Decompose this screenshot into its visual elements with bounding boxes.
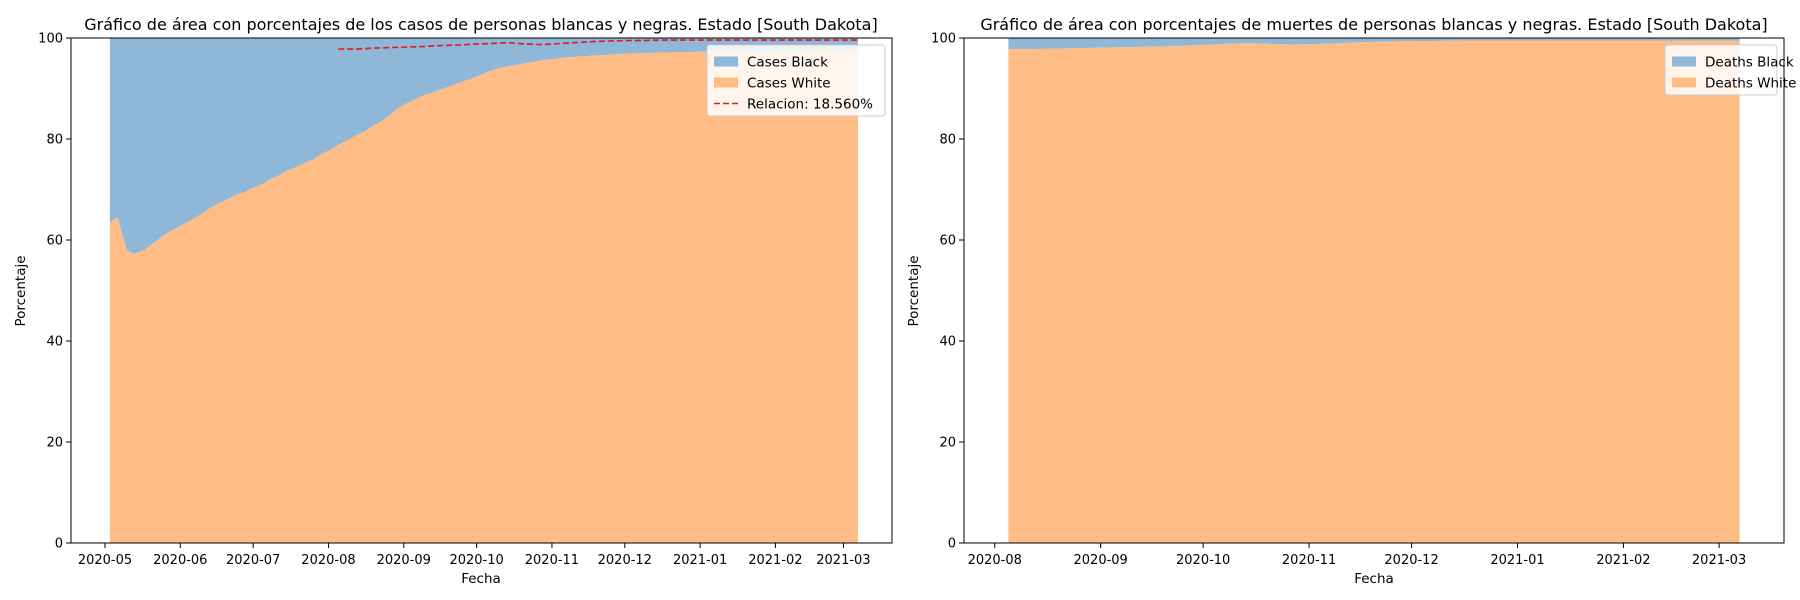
cases-x-tick-label: 2020-12 bbox=[598, 553, 652, 568]
cases-y-tick-label: 0 bbox=[55, 537, 63, 552]
cases-x-tick-label: 2021-03 bbox=[816, 553, 870, 568]
cases-x-tick-label: 2020-11 bbox=[525, 553, 579, 568]
cases-legend-box bbox=[706, 44, 886, 117]
deaths-area-deaths-white bbox=[1008, 40, 1740, 544]
cases-y-axis-label: Porcentaje bbox=[13, 255, 29, 326]
deaths-x-tick-label: 2021-01 bbox=[1490, 553, 1544, 568]
cases-legend-swatch bbox=[714, 77, 738, 88]
cases-x-tick-label: 2020-06 bbox=[153, 553, 207, 568]
deaths-chart: 0 20 40 60 80 100 2020-08 2020-09 2020-10 2020-11… bbox=[906, 15, 1796, 587]
cases-area-cases-white bbox=[109, 49, 858, 544]
deaths-x-tick-label: 2020-12 bbox=[1384, 553, 1438, 568]
cases-x-tick-label: 2021-02 bbox=[748, 553, 802, 568]
deaths-axes-frame bbox=[963, 37, 1785, 544]
deaths-y-tick-label: 80 bbox=[939, 133, 956, 148]
cases-chart-title: Gráfico de área con porcentajes de los c… bbox=[84, 15, 877, 34]
deaths-area-deaths-black bbox=[1008, 38, 1740, 50]
deaths-x-axis-label: Fecha bbox=[1354, 571, 1394, 587]
deaths-legend-label: Deaths White bbox=[1705, 76, 1796, 92]
deaths-x-tick-label: 2020-10 bbox=[1176, 553, 1230, 568]
cases-y-tick-label: 100 bbox=[38, 32, 63, 47]
cases-axes-frame bbox=[70, 37, 893, 544]
cases-x-tick-label: 2020-09 bbox=[377, 553, 431, 568]
deaths-y-tick-label: 0 bbox=[948, 537, 956, 552]
cases-x-axis-label: Fecha bbox=[461, 571, 501, 587]
deaths-x-tick-label: 2020-09 bbox=[1074, 553, 1128, 568]
deaths-legend-swatch bbox=[1672, 56, 1696, 67]
deaths-plot-area: 0 20 40 60 80 100 2020-08 2020-09 2020-10 2020-11… bbox=[931, 32, 1796, 569]
deaths-legend: Deaths Black Deaths White bbox=[1664, 44, 1796, 96]
cases-y-tick-label: 40 bbox=[46, 335, 63, 350]
cases-legend-label: Relacion: 18.560% bbox=[747, 97, 873, 113]
deaths-x-tick-label: 2021-03 bbox=[1692, 553, 1746, 568]
deaths-legend-label: Deaths Black bbox=[1705, 55, 1794, 71]
cases-legend-label: Cases White bbox=[747, 76, 831, 92]
cases-chart: 0 20 40 60 80 100 2020-05 2020-06 2020-07 2020-08… bbox=[13, 15, 893, 587]
deaths-y-tick-label: 100 bbox=[931, 32, 956, 47]
cases-y-tick-label: 80 bbox=[46, 133, 63, 148]
deaths-chart-title: Gráfico de área con porcentajes de muert… bbox=[980, 15, 1767, 34]
cases-plot-area: 0 20 40 60 80 100 2020-05 2020-06 2020-07 2020-08… bbox=[38, 32, 893, 568]
cases-legend-swatch bbox=[714, 56, 738, 67]
deaths-y-tick-label: 40 bbox=[939, 335, 956, 350]
deaths-legend-swatch bbox=[1672, 77, 1696, 88]
cases-area-cases-black bbox=[109, 38, 858, 255]
deaths-x-tick-label: 2020-11 bbox=[1282, 553, 1336, 568]
cases-x-tick-label: 2020-08 bbox=[301, 553, 355, 568]
cases-x-tick-label: 2020-07 bbox=[226, 553, 280, 568]
cases-ratio-line bbox=[338, 39, 858, 50]
cases-legend: Cases Black Cases White Relacion: 18.560% bbox=[706, 44, 886, 117]
deaths-x-tick-label: 2020-08 bbox=[968, 553, 1022, 568]
cases-y-tick-label: 20 bbox=[46, 436, 63, 451]
cases-legend-label: Cases Black bbox=[747, 55, 828, 71]
deaths-x-tick-label: 2021-02 bbox=[1596, 553, 1650, 568]
cases-x-tick-label: 2020-05 bbox=[78, 553, 132, 568]
cases-x-tick-label: 2021-01 bbox=[673, 553, 727, 568]
cases-y-tick-label: 60 bbox=[46, 234, 63, 249]
cases-x-tick-label: 2020-10 bbox=[449, 553, 503, 568]
deaths-y-tick-label: 60 bbox=[939, 234, 956, 249]
deaths-y-tick-label: 20 bbox=[939, 436, 956, 451]
deaths-y-axis-label: Porcentaje bbox=[906, 255, 922, 326]
